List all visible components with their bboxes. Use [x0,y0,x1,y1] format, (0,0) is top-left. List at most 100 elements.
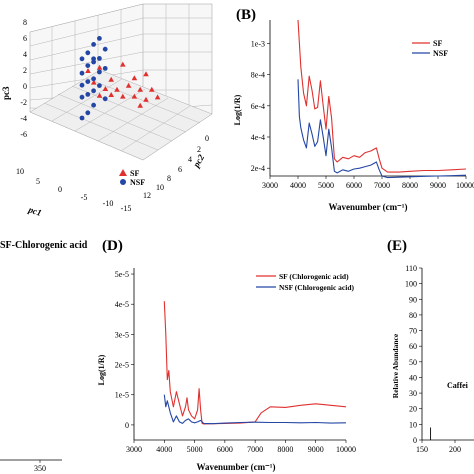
panel-e-y-tick-1: 10 [409,420,417,429]
panel-a-nsf-point-4 [97,56,102,61]
d-y-tick-0: 0 [125,421,129,430]
panel-a-zlabel: pc3 [1,86,11,100]
panel-a-z-tick-1: 6 [23,34,27,43]
d-series-sf-line [163,301,347,425]
panel-a-nsf-point-8 [102,66,108,71]
panel-a-legend: SF NSF [119,169,145,187]
b-x-tick-6: 9000 [430,181,446,190]
panel-a-sf-point-10 [154,94,161,100]
panel-a-x-tick-1: 5 [36,177,40,186]
b-x-tick-4: 7000 [374,181,390,190]
panel-d-line-chart: (D) 3000 4000 5000 6000 7000 8000 9000 10000 0 1… [97,238,356,472]
panel-e-y-tick-labels: 0 10 20 30 40 50 60 70 80 90 100 110 [405,264,417,445]
panel-a-nsf-point-3 [85,50,91,56]
panel-a-x-tick-0: 10 [16,167,24,176]
panel-a-sf-point-1 [143,71,149,77]
panel-d-x-tick-labels: 3000 4000 5000 6000 7000 8000 9000 10000 [126,445,356,454]
b-x-tick-1: 4000 [290,181,306,190]
panel-a-z-tick-3: 2 [23,66,27,75]
panel-a-legend-nsf: NSF [130,178,145,187]
panel-a-nsf-point-20 [91,102,96,108]
panel-a-x-tick-5: -15 [121,204,132,213]
b-y-tick-4: 1e-3 [251,39,265,48]
panel-a-nsf-point-12 [91,76,96,82]
d-x-tick-0: 3000 [126,445,142,454]
panel-a-nsf-point-10 [97,69,102,75]
panel-a-y-tick-5: 2 [197,145,201,154]
panel-b-label: (B) [236,7,256,23]
panel-a-nsf-point-0 [97,36,102,41]
panel-a-z-tick-0: 8 [23,18,27,27]
panel-e-x-tick-0: 150 [416,445,428,454]
panel-a-y-tick-2: 8 [167,174,171,183]
panel-a-z-tick-6: -4 [20,114,27,123]
panel-e-y-tick-3: 30 [409,389,417,398]
panel-d-y-tick-labels: 0 1e-5 2e-5 3e-5 4e-5 5e-5 [115,270,129,430]
panel-d-series [163,301,347,425]
panel-e-x-tick-labels: 150 200 [416,445,461,454]
panel-a-sf-point-4 [85,68,91,73]
panel-e-y-tick-7: 70 [409,327,417,336]
panel-a-nsf-point-2 [102,46,108,52]
panel-a-z-tick-4: 0 [23,82,27,91]
panel-b-x-tick-labels: 3000 4000 5000 6000 7000 8000 9000 10000 [262,181,474,190]
d-y-tick-2: 2e-5 [115,361,129,370]
panel-e-label: (E) [387,238,407,254]
panel-a-sf-point-8 [137,86,143,92]
panel-a-legend-sf: SF [130,169,139,178]
panel-b-y-tick-labels: 2e-4 4e-4 6e-4 8e-4 1e-3 [251,39,265,173]
b-x-tick-5: 8000 [402,181,418,190]
panel-c-title: SF-Chlorogenic acid [0,240,88,251]
panel-e-x-tick-1: 200 [449,445,461,454]
panel-a-nsf-point-17 [85,92,91,97]
panel-a-z-tick-5: -2 [20,98,27,107]
d-x-tick-7: 10000 [336,445,356,454]
b-series-sf-line [297,19,467,173]
panel-a-sf-point-13 [131,93,138,99]
d-series-nsf-line [163,394,347,425]
panel-a-ylabel: pc2 [191,152,207,170]
panel-b-legend: SF NSF [412,39,448,58]
panel-a-sf-point-0 [120,61,126,67]
panel-a-nsf-point-14 [97,83,102,88]
panel-c-x-tick-label: 350 [34,464,46,473]
b-x-tick-0: 3000 [262,181,278,190]
panel-a-sf-point-7 [125,82,132,88]
panel-e-y-tick-8: 80 [409,311,417,320]
panel-e-cropped: (E) 0 10 20 30 40 50 60 70 80 90 100 110 150 200 Rel… [387,238,474,454]
panel-a-nsf-point-1 [91,42,96,47]
b-y-tick-3: 8e-4 [251,71,265,80]
panel-a-sf-point-17 [96,92,103,98]
panel-a-points [79,36,161,121]
panel-b-series [297,19,467,179]
panel-a-x-tick-2: 0 [58,185,62,194]
panel-a-y-tick-0: 12 [143,191,151,200]
d-y-tick-3: 3e-5 [115,330,129,339]
b-y-tick-1: 4e-4 [251,133,265,142]
panel-b-legend-sf: SF [433,39,442,48]
panel-e-y-tick-11: 110 [405,264,417,273]
d-x-tick-3: 6000 [217,445,233,454]
panel-a-x-tick-4: -10 [103,199,114,208]
panel-a-nsf-point-6 [79,56,85,62]
panel-a-nsf-point-18 [102,96,108,102]
panel-a-y-tick-3: 6 [178,165,182,174]
panel-d-legend-nsf: NSF (Chlorogenic acid) [279,283,354,292]
panel-d-xlabel: Wavenumber (cm⁻¹) [196,462,275,472]
panel-a-sf-point-2 [96,64,103,70]
panel-e-y-tick-4: 40 [409,373,417,382]
panel-a-x-tick-3: -5 [81,193,88,202]
d-x-tick-4: 7000 [247,445,263,454]
panel-e-axes [419,267,474,443]
panel-d-legend: SF (Chlorogenic acid) NSF (Chlorogenic a… [256,272,354,292]
panel-e-y-tick-6: 60 [409,342,417,351]
panel-a-z-tick-labels: 8 6 4 2 0 -2 -4 -6 [20,18,27,139]
panel-a-z-tick-2: 4 [23,50,27,59]
panel-a-sf-point-9 [91,79,97,85]
panel-a-z-tick-7: -6 [20,130,27,139]
panel-c-cropped: SF-Chlorogenic acid 350 [0,240,88,473]
panel-a-nsf-point-7 [91,59,96,65]
panel-d-legend-sf: SF (Chlorogenic acid) [279,272,349,281]
